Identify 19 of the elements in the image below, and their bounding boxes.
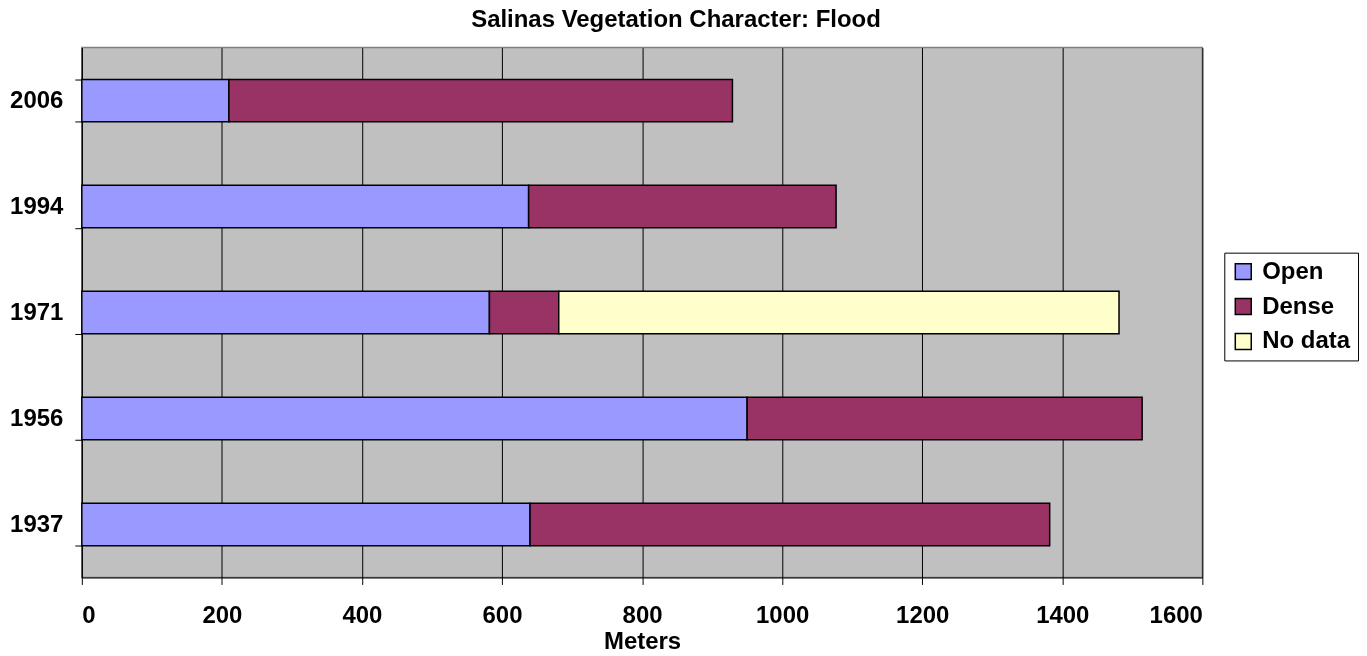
chart-title: Salinas Vegetation Character: Flood <box>471 4 881 32</box>
legend-label: Dense <box>1262 291 1335 319</box>
x-axis-title: Meters <box>604 626 682 654</box>
y-tick-label: 1937 <box>10 509 64 537</box>
y-tick-label: 1994 <box>10 192 65 220</box>
x-tick-label: 800 <box>622 600 663 628</box>
x-tick-label: 1600 <box>1149 600 1203 628</box>
y-tick-label: 1971 <box>10 298 64 326</box>
x-tick-label: 1000 <box>756 600 810 628</box>
x-tick-label: 600 <box>482 600 523 628</box>
legend-label: Open <box>1262 256 1324 284</box>
x-tick-label: 0 <box>82 600 96 628</box>
y-tick-label: 1956 <box>10 403 64 431</box>
x-tick-label: 400 <box>342 600 383 628</box>
x-tick-label: 1400 <box>1036 600 1090 628</box>
x-tick-label: 200 <box>202 600 243 628</box>
x-tick-label: 1200 <box>896 600 950 628</box>
y-tick-label: 2006 <box>10 86 64 114</box>
legend-label: No data <box>1262 326 1351 354</box>
